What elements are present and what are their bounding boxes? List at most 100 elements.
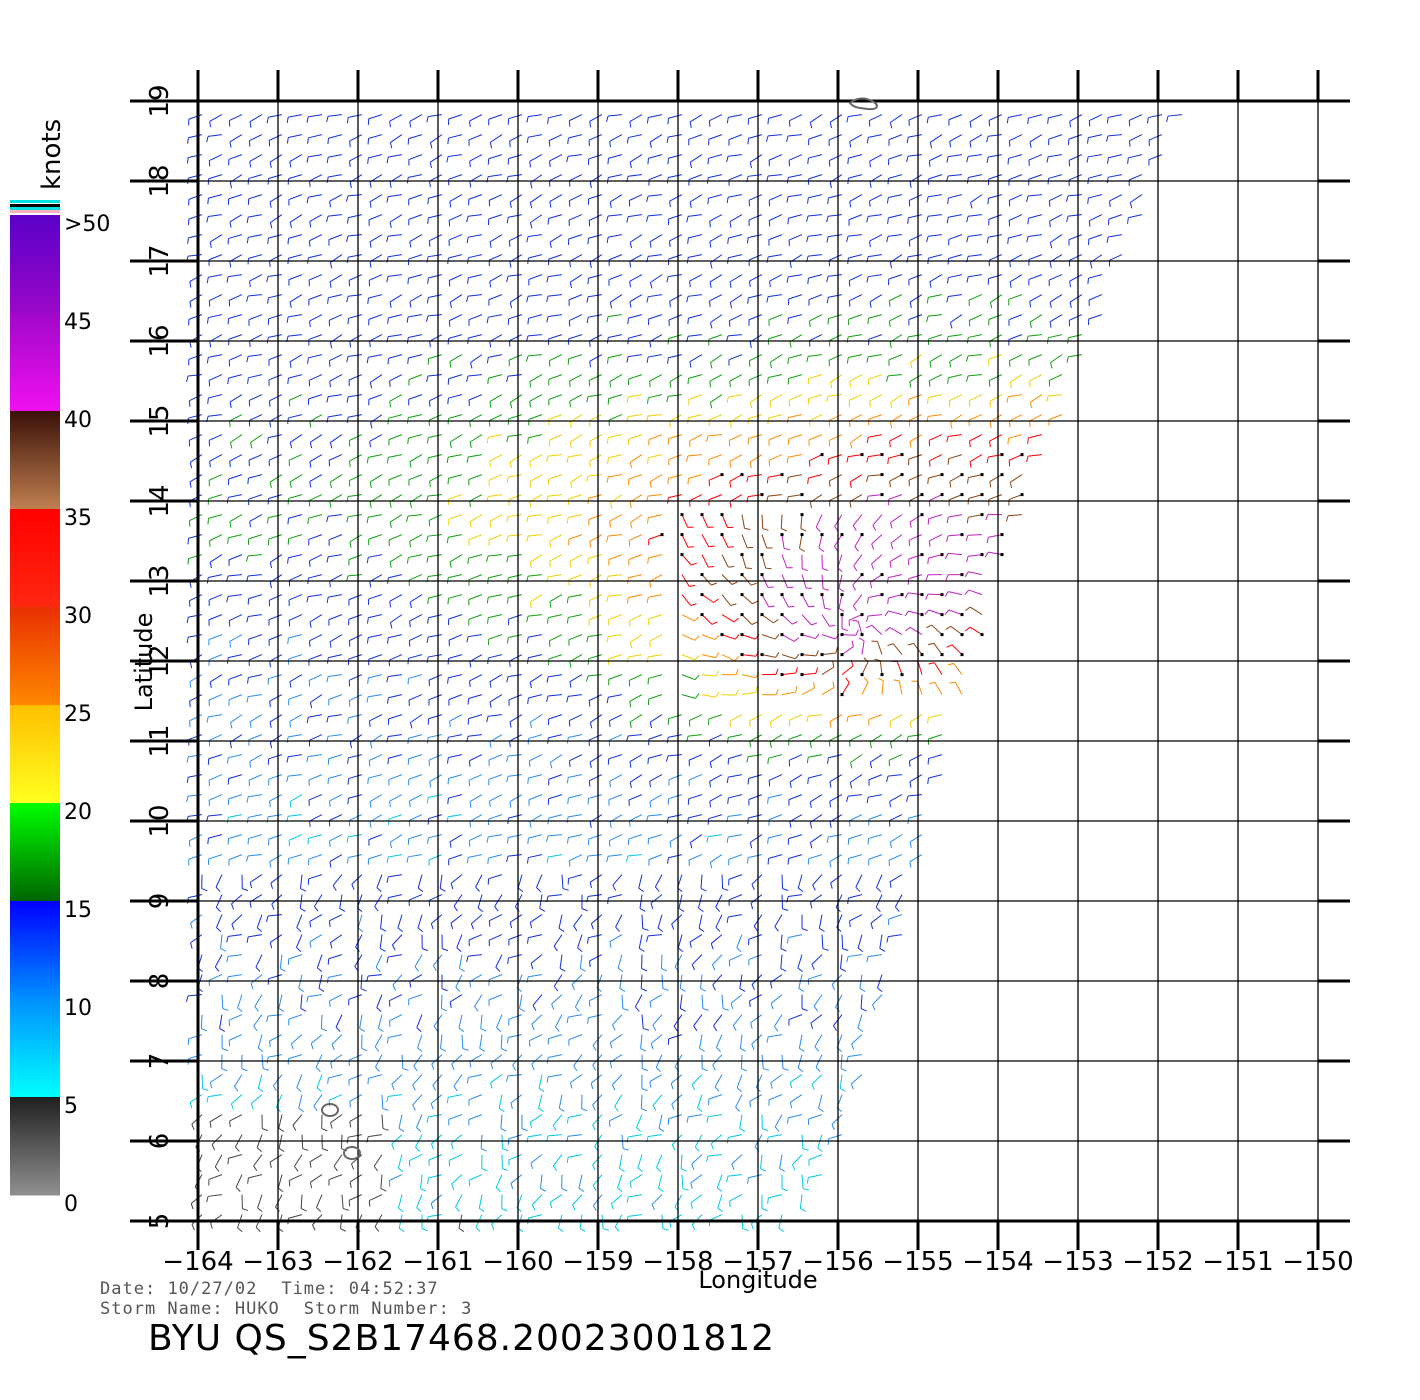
wind-barb-tick xyxy=(189,681,192,688)
wind-barb-tick xyxy=(309,1182,313,1189)
wind-barb-tick xyxy=(432,965,437,971)
wind-barb xyxy=(768,834,783,839)
rain-flag xyxy=(880,673,884,677)
wind-barb xyxy=(588,654,603,660)
wind-barb-tick xyxy=(509,660,511,668)
wind-barb-tick xyxy=(469,661,472,668)
wind-barb xyxy=(711,954,723,966)
wind-barb-tick xyxy=(553,1165,558,1172)
wind-barb xyxy=(569,314,583,321)
wind-barb xyxy=(248,794,263,798)
wind-barb xyxy=(968,234,983,237)
wind-barb-tick xyxy=(429,781,432,788)
wind-barb xyxy=(848,174,863,179)
wind-barb xyxy=(648,214,663,217)
wind-barb xyxy=(728,334,743,337)
colorbar-label: 5 xyxy=(64,1094,78,1119)
wind-barb-tick xyxy=(1007,438,1010,445)
wind-barb xyxy=(268,634,283,641)
wind-barb-tick xyxy=(545,835,549,842)
wind-barb xyxy=(908,794,923,797)
wind-barb xyxy=(288,774,303,777)
wind-barb xyxy=(717,1194,723,1209)
wind-barb xyxy=(388,154,403,158)
wind-barb xyxy=(538,1094,543,1109)
wind-barb-tick xyxy=(266,337,269,344)
wind-barb xyxy=(348,794,363,799)
wind-barb-tick xyxy=(386,1096,389,1103)
wind-barb xyxy=(448,534,463,538)
wind-barb-tick xyxy=(729,1201,731,1208)
rain-flag xyxy=(1000,453,1004,457)
wind-barb-tick xyxy=(812,884,816,891)
wind-barb-tick xyxy=(808,605,815,608)
wind-barb xyxy=(749,274,763,282)
wind-barb xyxy=(1008,154,1023,159)
wind-barb-tick xyxy=(877,677,884,682)
rain-flag xyxy=(920,553,924,557)
wind-barb xyxy=(609,834,623,842)
wind-barb-tick xyxy=(589,441,591,448)
wind-barb xyxy=(741,691,756,696)
wind-barb xyxy=(629,294,643,303)
wind-barb xyxy=(650,1034,663,1044)
rain-flag xyxy=(940,633,944,637)
wind-barb-tick xyxy=(749,461,752,469)
wind-barb-tick xyxy=(349,742,353,749)
wind-barb xyxy=(210,1074,223,1083)
wind-barb xyxy=(654,874,663,888)
wind-barb-tick xyxy=(629,1181,632,1188)
wind-barb-tick xyxy=(529,222,533,229)
wind-barb-tick xyxy=(909,781,912,788)
wind-barb-tick xyxy=(391,1143,395,1150)
wind-barb xyxy=(708,1114,723,1118)
wind-barb xyxy=(548,854,563,858)
wind-barb-tick xyxy=(734,634,740,640)
wind-barb-tick xyxy=(430,1203,434,1210)
wind-barb-tick xyxy=(606,697,609,704)
wind-barb xyxy=(529,1034,543,1042)
wind-barb-tick xyxy=(349,341,352,348)
wind-barb xyxy=(801,687,815,696)
wind-barb xyxy=(208,834,223,839)
wind-barb xyxy=(628,1134,643,1138)
wind-barb-tick xyxy=(186,796,189,803)
wind-barb xyxy=(868,614,883,617)
wind-barb xyxy=(468,214,483,217)
wind-barb-tick xyxy=(889,742,893,749)
wind-barb xyxy=(928,514,943,520)
wind-barb-tick xyxy=(609,141,611,148)
wind-barb xyxy=(949,134,963,142)
wind-barb xyxy=(731,1154,743,1165)
wind-barb-tick xyxy=(528,1040,531,1047)
wind-barb xyxy=(508,1074,523,1077)
wind-barb-tick xyxy=(529,1122,532,1129)
wind-barb-tick xyxy=(227,378,229,385)
wind-barb xyxy=(609,194,623,203)
wind-barb-tick xyxy=(947,377,949,384)
wind-barb xyxy=(629,534,643,541)
wind-barb xyxy=(592,1114,603,1126)
wind-barb xyxy=(588,274,603,279)
wind-barb xyxy=(788,834,803,840)
wind-barb-tick xyxy=(489,401,492,408)
wind-barb-tick xyxy=(552,1125,557,1131)
wind-barb xyxy=(509,234,523,242)
wind-barb xyxy=(229,294,243,301)
wind-barb-tick xyxy=(351,884,355,890)
wind-barb-tick xyxy=(739,1127,746,1132)
wind-barb-tick xyxy=(426,636,429,643)
wind-barb-tick xyxy=(925,593,929,600)
wind-barb xyxy=(428,194,443,199)
wind-barb xyxy=(1048,154,1063,158)
wind-barb xyxy=(348,214,363,219)
wind-barb-tick xyxy=(388,1020,391,1027)
wind-barb-tick xyxy=(329,262,333,269)
wind-barb-tick xyxy=(531,1024,535,1030)
wind-barb xyxy=(849,294,863,302)
wind-barb xyxy=(269,414,283,422)
wind-barb-tick xyxy=(751,621,758,625)
wind-barb-tick xyxy=(349,1181,352,1188)
wind-barb-tick xyxy=(629,261,632,268)
wind-barb-tick xyxy=(266,1057,269,1064)
